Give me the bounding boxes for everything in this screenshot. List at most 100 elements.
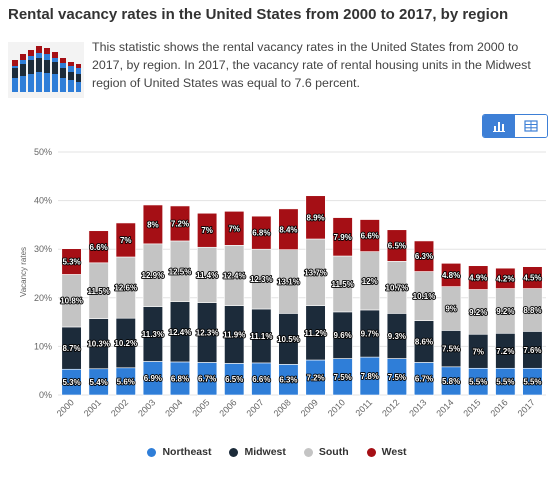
data-label: 7.5% — [388, 373, 406, 382]
bar-segment[interactable] — [251, 215, 272, 250]
x-tick-label: 2015 — [461, 397, 482, 418]
legend-marker — [229, 447, 239, 457]
x-tick-label: 2016 — [489, 397, 510, 418]
data-label: 7.6% — [523, 346, 541, 355]
data-label: 6.5% — [225, 375, 243, 384]
y-axis-ticks: 0% 10% 20% 30% 40% 50% — [34, 147, 52, 400]
data-label: 7.2% — [306, 374, 324, 383]
chart-view-button[interactable] — [483, 115, 515, 137]
legend: Northeast Midwest South West — [0, 446, 554, 458]
legend-item[interactable]: West — [366, 446, 407, 458]
data-label: 9.2% — [496, 307, 514, 316]
bar-segment[interactable] — [305, 195, 326, 240]
data-label: 4.5% — [523, 274, 541, 283]
data-label: 12.6% — [114, 284, 137, 293]
table-view-button[interactable] — [515, 115, 547, 137]
y-tick-label: 50% — [34, 147, 52, 157]
bar-segment[interactable] — [522, 266, 543, 289]
bar-segment[interactable] — [278, 208, 299, 250]
legend-label: South — [318, 446, 349, 458]
data-label: 10.3% — [87, 340, 110, 349]
legend-marker — [147, 447, 157, 457]
bar-segment[interactable] — [468, 265, 489, 290]
data-label: 10.1% — [413, 292, 436, 301]
data-label: 11.5% — [88, 287, 110, 296]
data-label: 5.6% — [117, 377, 135, 386]
legend-item[interactable]: South — [303, 446, 349, 458]
bar-segment[interactable] — [115, 222, 136, 258]
data-label: 7.2% — [171, 219, 189, 228]
data-label: 9.2% — [469, 308, 487, 317]
data-label: 7% — [201, 226, 213, 235]
data-label: 5.8% — [442, 377, 460, 386]
data-label: 11.9% — [223, 330, 245, 339]
x-tick-label: 2006 — [217, 397, 238, 418]
data-label: 9.7% — [361, 330, 379, 339]
data-label: 7.9% — [334, 233, 352, 242]
bars — [61, 195, 543, 396]
bar-segment[interactable] — [169, 205, 191, 242]
data-label: 12.3% — [196, 329, 219, 338]
data-label: 5.3% — [62, 258, 80, 267]
data-label: 12.4% — [169, 328, 192, 337]
data-label: 7.2% — [496, 347, 514, 356]
bar-segment[interactable] — [441, 262, 462, 287]
data-label: 10.2% — [114, 339, 137, 348]
data-label: 8.4% — [279, 225, 297, 234]
x-tick-label: 2008 — [272, 397, 293, 418]
data-label: 10.5% — [277, 335, 300, 344]
y-tick-label: 10% — [34, 341, 52, 351]
bar-segment[interactable] — [61, 248, 82, 275]
data-label: 10.7% — [386, 283, 409, 292]
x-tick-label: 2001 — [82, 397, 103, 418]
x-tick-label: 2012 — [380, 397, 401, 418]
data-label: 9.3% — [388, 332, 406, 341]
bar-segment[interactable] — [197, 212, 218, 248]
data-label: 6.6% — [361, 232, 379, 241]
data-label: 8% — [147, 220, 159, 229]
legend-marker — [366, 447, 376, 457]
data-label: 12.4% — [223, 271, 246, 280]
data-label: 5.5% — [469, 378, 487, 387]
data-label: 7.8% — [361, 372, 379, 381]
data-label: 7% — [120, 236, 132, 245]
data-label: 6.8% — [252, 229, 270, 238]
statistic-thumbnail — [8, 42, 84, 98]
data-label: 8.6% — [415, 338, 433, 347]
x-tick-label: 2004 — [163, 397, 184, 418]
bar-segment[interactable] — [413, 240, 435, 272]
legend-item[interactable]: Midwest — [229, 446, 286, 458]
data-label: 12.5% — [169, 267, 192, 276]
legend-item[interactable]: Northeast — [147, 446, 211, 458]
data-label: 4.8% — [442, 271, 460, 280]
data-label: 7.5% — [334, 373, 352, 382]
x-tick-label: 2005 — [190, 397, 211, 418]
data-label: 6.8% — [171, 374, 189, 383]
bar-segment[interactable] — [332, 217, 353, 257]
data-label: 11.4% — [196, 271, 218, 280]
legend-marker — [303, 447, 313, 457]
x-tick-label: 2014 — [434, 397, 455, 418]
data-label: 7% — [472, 347, 484, 356]
bar-segment[interactable] — [359, 219, 380, 252]
bar-segment[interactable] — [142, 204, 163, 245]
x-tick-label: 2007 — [245, 397, 266, 418]
data-label: 11.5% — [332, 280, 354, 289]
data-label: 6.7% — [415, 375, 433, 384]
data-label: 7% — [228, 224, 240, 233]
x-tick-label: 2010 — [326, 397, 347, 418]
data-label: 9.6% — [334, 331, 352, 340]
data-label: 8.8% — [523, 306, 541, 315]
data-labels: 5.3% 8.7% 10.8% 5.3% 5.4% 10.3% 11.5% 6.6% 5.6% 1… — [59, 212, 542, 388]
thumbnail-chart-icon — [12, 46, 81, 92]
data-label: 12.3% — [250, 275, 273, 284]
data-label: 13.7% — [304, 268, 327, 277]
bar-segment[interactable] — [224, 210, 245, 246]
bar-segment[interactable] — [386, 229, 407, 262]
bar-segment[interactable] — [88, 230, 109, 264]
data-label: 13.1% — [277, 278, 300, 287]
y-tick-label: 40% — [34, 196, 52, 206]
data-label: 6.6% — [252, 375, 270, 384]
bar-segment[interactable] — [495, 267, 516, 289]
